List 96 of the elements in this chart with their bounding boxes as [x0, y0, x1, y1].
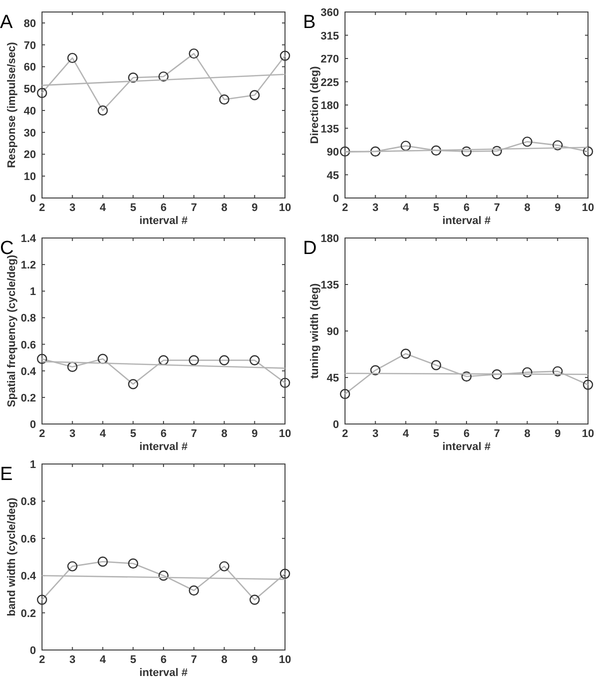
x-tick-label: 7 — [190, 428, 197, 440]
y-tick-label: 45 — [326, 372, 339, 384]
y-tick-label: 0 — [332, 419, 339, 431]
x-tick-label: 3 — [372, 202, 378, 214]
y-tick-label: 0 — [30, 419, 36, 431]
x-tick-label: 6 — [160, 654, 167, 666]
x-tick-label: 2 — [342, 202, 348, 214]
y-tick-label: 90 — [326, 326, 339, 338]
y-tick-label: 0 — [30, 645, 36, 657]
y-axis-title: tuning width (deg) — [309, 283, 321, 379]
x-tick-label: 4 — [402, 428, 410, 440]
x-tick-label: 6 — [160, 428, 167, 440]
y-tick-label: 0.4 — [20, 366, 37, 378]
y-tick-label: 1.2 — [20, 260, 36, 272]
y-tick-label: 80 — [24, 18, 36, 30]
y-tick-label: 315 — [320, 30, 339, 42]
y-axis-title: Response (impulse/sec) — [6, 42, 18, 168]
x-tick-label: 10 — [278, 428, 292, 440]
y-tick-label: 0.8 — [20, 496, 36, 508]
y-axis-title: Direction (deg) — [309, 66, 321, 144]
y-tick-label: 270 — [320, 54, 339, 66]
x-tick-label: 7 — [494, 202, 500, 214]
y-tick-label: 180 — [320, 233, 339, 245]
x-tick-label: 5 — [433, 428, 440, 440]
x-tick-label: 3 — [372, 428, 378, 440]
x-tick-label: 6 — [463, 428, 470, 440]
x-tick-label: 9 — [554, 428, 561, 440]
x-axis-title: interval # — [139, 441, 188, 453]
x-tick-label: 4 — [100, 428, 107, 440]
chart-title: E — [0, 464, 13, 485]
x-tick-label: 2 — [38, 654, 46, 666]
y-tick-label: 0 — [30, 193, 36, 205]
x-tick-label: 8 — [221, 202, 228, 214]
y-tick-label: 135 — [320, 280, 339, 292]
y-axis-title: Spatial frequency (cycle/deg) — [6, 254, 18, 408]
x-tick-label: 6 — [160, 202, 167, 214]
y-tick-label: 180 — [320, 100, 339, 112]
x-axis-title: interval # — [139, 667, 188, 679]
y-tick-label: 0.2 — [20, 608, 36, 620]
y-tick-label: 0.2 — [20, 392, 36, 404]
x-tick-label: 10 — [582, 202, 594, 214]
y-tick-label: 20 — [24, 149, 36, 162]
y-tick-label: 50 — [24, 84, 36, 96]
x-axis-title: interval # — [442, 441, 491, 453]
chart-title: D — [303, 238, 317, 259]
y-tick-label: 1.4 — [20, 233, 37, 245]
x-axis-title: interval # — [442, 215, 491, 227]
x-tick-label: 5 — [130, 428, 136, 440]
y-tick-label: 70 — [24, 40, 36, 52]
x-tick-label: 8 — [221, 654, 228, 666]
x-axis-title: interval # — [139, 215, 188, 227]
y-tick-label: 0.6 — [20, 533, 36, 546]
x-tick-label: 7 — [494, 428, 500, 440]
x-tick-label: 3 — [69, 428, 76, 440]
y-tick-label: 0.8 — [20, 312, 36, 325]
x-tick-label: 10 — [278, 654, 292, 666]
y-tick-label: 40 — [24, 105, 36, 118]
x-tick-label: 2 — [38, 202, 46, 214]
y-tick-label: 0.6 — [20, 339, 36, 352]
y-tick-label: 135 — [320, 123, 339, 136]
x-tick-label: 8 — [524, 202, 530, 214]
x-tick-label: 3 — [69, 202, 76, 214]
x-tick-label: 3 — [69, 654, 76, 666]
x-tick-label: 9 — [252, 654, 258, 666]
x-tick-label: 4 — [100, 202, 107, 214]
chart-title: A — [0, 12, 13, 33]
x-tick-label: 5 — [130, 654, 136, 666]
y-tick-label: 30 — [24, 127, 36, 140]
x-tick-label: 8 — [221, 428, 228, 440]
y-tick-label: 60 — [24, 62, 36, 74]
x-tick-label: 4 — [402, 202, 410, 214]
x-tick-label: 5 — [130, 202, 136, 214]
y-tick-label: 10 — [24, 171, 36, 184]
y-tick-label: 0.4 — [20, 570, 37, 583]
y-tick-label: 225 — [320, 76, 339, 89]
chart-title: B — [303, 12, 316, 33]
y-tick-label: 0 — [332, 193, 339, 205]
x-tick-label: 10 — [582, 428, 594, 440]
x-tick-label: 8 — [524, 428, 530, 440]
y-axis-title: band width (cycle/deg) — [6, 497, 18, 616]
y-tick-label: 1 — [30, 459, 36, 471]
x-tick-label: 2 — [38, 428, 46, 440]
x-tick-label: 9 — [554, 202, 561, 214]
x-tick-label: 9 — [252, 202, 258, 214]
x-tick-label: 9 — [252, 428, 258, 440]
y-tick-label: 1 — [30, 286, 36, 298]
x-tick-label: 4 — [100, 654, 107, 666]
x-tick-label: 7 — [190, 202, 197, 214]
x-tick-label: 7 — [190, 654, 197, 666]
x-tick-label: 5 — [433, 202, 440, 214]
x-tick-label: 6 — [463, 202, 470, 214]
y-tick-label: 90 — [326, 146, 339, 158]
y-tick-label: 45 — [326, 170, 339, 182]
x-tick-label: 10 — [278, 202, 292, 214]
y-tick-label: 360 — [320, 7, 339, 19]
x-tick-label: 2 — [342, 428, 348, 440]
